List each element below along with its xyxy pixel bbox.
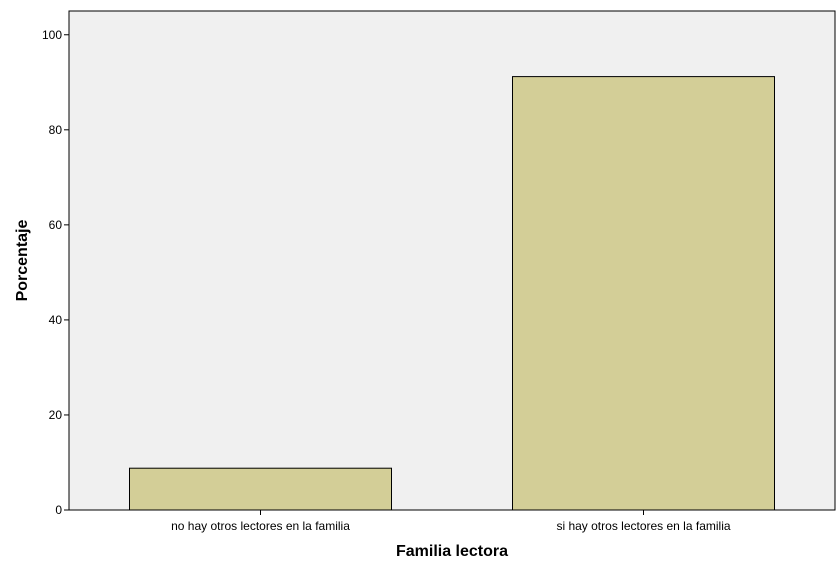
bar-2 — [512, 76, 775, 511]
x-axis-title: Familia lectora — [396, 543, 508, 560]
y-axis-ticks: 0 20 40 60 80 100 — [42, 28, 69, 517]
y-tick-label-80: 80 — [49, 123, 63, 137]
y-axis-title: Porcentaje — [14, 219, 31, 301]
x-axis-ticks: no hay otros lectores en la familia si ha… — [171, 510, 731, 533]
y-tick-label-40: 40 — [49, 313, 63, 327]
bar-group — [129, 76, 775, 511]
y-tick-label-100: 100 — [42, 28, 62, 42]
x-tick-label-2: si hay otros lectores en la familia — [556, 519, 730, 533]
bar-1 — [129, 467, 392, 511]
x-tick-label-1: no hay otros lectores en la familia — [171, 519, 350, 533]
y-tick-label-60: 60 — [49, 218, 63, 232]
y-tick-label-20: 20 — [49, 408, 63, 422]
y-tick-label-0: 0 — [55, 503, 62, 517]
